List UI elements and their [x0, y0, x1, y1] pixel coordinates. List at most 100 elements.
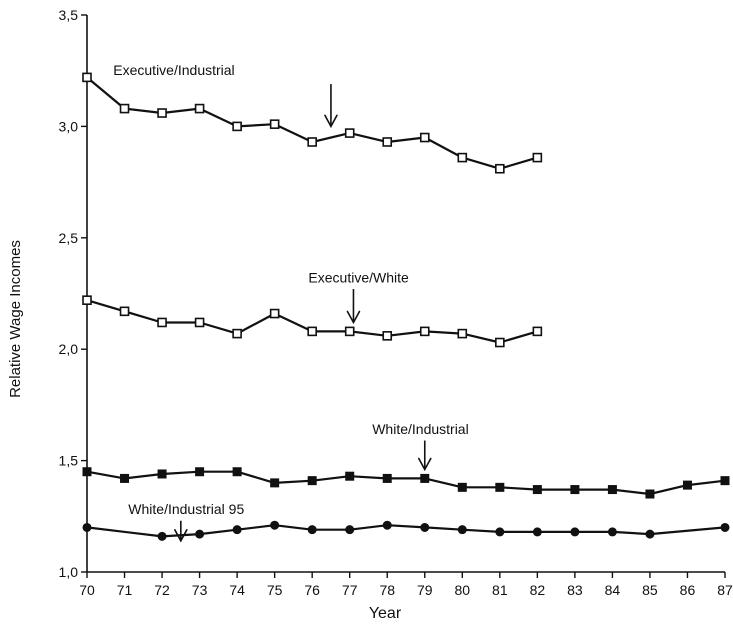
- x-tick-label: 77: [342, 582, 358, 598]
- data-point: [157, 531, 167, 541]
- data-point: [457, 482, 467, 492]
- data-point: [645, 489, 655, 499]
- y-tick-label: 3,0: [59, 118, 79, 134]
- annotation-arrowhead: [346, 310, 361, 325]
- data-point: [270, 520, 280, 530]
- data-point: [457, 525, 467, 535]
- x-tick-label: 84: [605, 582, 621, 598]
- data-point: [457, 328, 468, 339]
- x-tick-label: 86: [680, 582, 696, 598]
- y-tick-label: 2,0: [59, 341, 79, 357]
- annotation: Executive/White: [308, 269, 409, 325]
- series-line: [86, 524, 726, 538]
- annotation-label: White/Industrial 95: [128, 501, 244, 517]
- data-point: [157, 108, 167, 118]
- data-point: [270, 478, 280, 488]
- x-tick-label: 83: [567, 582, 583, 598]
- x-tick-label: 87: [717, 582, 733, 598]
- chart-series: [82, 72, 730, 541]
- x-tick-label: 82: [530, 582, 546, 598]
- y-tick-label: 1,0: [59, 564, 79, 580]
- data-point: [495, 163, 505, 174]
- chart-annotations: Executive/Industrial Executive/White White…: [113, 62, 469, 543]
- y-tick-label: 1,5: [59, 453, 79, 469]
- data-point: [420, 522, 430, 532]
- annotation-arrowhead: [324, 114, 338, 129]
- data-point: [269, 308, 280, 319]
- x-tick-label: 81: [492, 582, 508, 598]
- x-axis-label: Year: [369, 605, 402, 622]
- data-point: [457, 152, 468, 163]
- y-tick-label: 3,5: [59, 7, 79, 23]
- series-white-industrial: [82, 467, 730, 499]
- x-tick-label: 79: [417, 582, 433, 598]
- x-tick-label: 78: [379, 582, 395, 598]
- data-point: [495, 527, 505, 537]
- data-point: [157, 317, 167, 328]
- data-point: [420, 473, 430, 483]
- annotation-label: Executive/White: [308, 269, 409, 285]
- data-point: [232, 328, 242, 339]
- data-point: [570, 485, 580, 495]
- data-point: [382, 520, 392, 530]
- x-tick-label: 74: [229, 582, 245, 598]
- data-point: [344, 326, 355, 337]
- data-point: [495, 337, 505, 348]
- data-point: [232, 467, 242, 477]
- data-point: [607, 527, 617, 537]
- data-point: [419, 132, 430, 143]
- data-point: [382, 473, 392, 483]
- data-point: [344, 128, 355, 138]
- series-executive-white: [82, 295, 543, 348]
- annotation-arrowhead: [174, 529, 188, 543]
- data-point: [720, 522, 730, 532]
- data-point: [194, 103, 205, 114]
- data-point: [119, 103, 130, 114]
- data-point: [682, 480, 692, 490]
- annotation: White/Industrial: [372, 421, 469, 472]
- annotation: White/Industrial 95: [128, 501, 244, 543]
- data-point: [232, 121, 242, 132]
- data-point: [307, 326, 317, 337]
- data-point: [532, 152, 543, 163]
- x-tick-label: 80: [455, 582, 471, 598]
- annotation: Executive/Industrial: [113, 62, 338, 129]
- data-point: [607, 485, 617, 495]
- data-point: [82, 72, 92, 83]
- data-point: [82, 522, 92, 532]
- data-point: [570, 527, 580, 537]
- series-line: [86, 76, 538, 170]
- x-tick-label: 75: [267, 582, 283, 598]
- data-point: [532, 326, 543, 337]
- data-point: [194, 317, 205, 328]
- data-point: [307, 476, 317, 486]
- data-point: [419, 326, 430, 337]
- x-tick-label: 76: [304, 582, 320, 598]
- data-point: [382, 137, 393, 147]
- x-tick-label: 72: [154, 582, 170, 598]
- data-point: [720, 476, 730, 486]
- data-point: [645, 529, 655, 539]
- series-white-industrial-95: [82, 520, 730, 541]
- y-axis-label: Relative Wage Incomes: [7, 240, 24, 398]
- data-point: [232, 525, 242, 535]
- y-tick-label: 2,5: [59, 230, 79, 246]
- data-point: [157, 469, 167, 479]
- x-tick-label: 85: [642, 582, 658, 598]
- data-point: [345, 525, 355, 535]
- x-tick-label: 73: [192, 582, 208, 598]
- data-point: [307, 137, 317, 147]
- data-point: [495, 482, 505, 492]
- data-point: [119, 306, 130, 317]
- annotation-arrowhead: [417, 457, 432, 472]
- x-tick-label: 71: [117, 582, 133, 598]
- data-point: [82, 295, 92, 305]
- data-point: [532, 527, 542, 537]
- data-point: [82, 467, 92, 477]
- data-point: [532, 485, 542, 495]
- annotation-label: Executive/Industrial: [113, 62, 234, 78]
- data-point: [382, 331, 393, 341]
- data-point: [195, 529, 205, 539]
- x-tick-label: 70: [79, 582, 95, 598]
